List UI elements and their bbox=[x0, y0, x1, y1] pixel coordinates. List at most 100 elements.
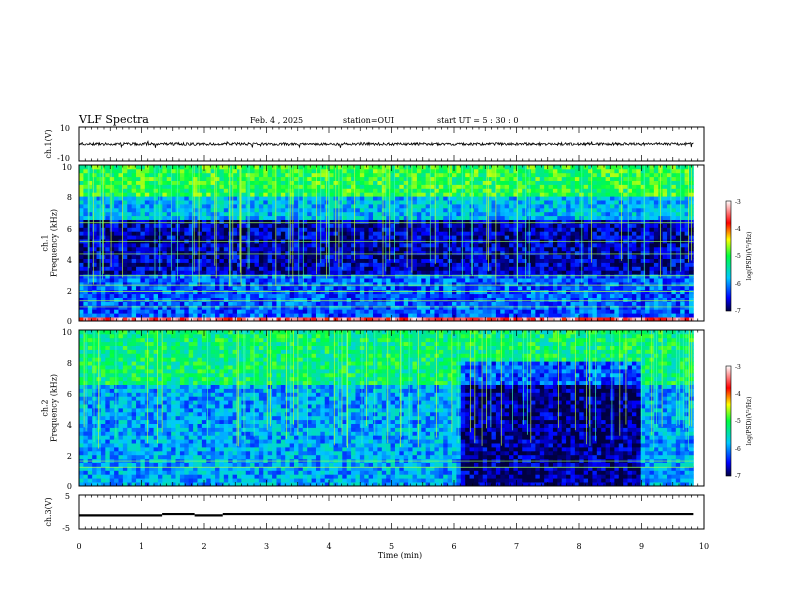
spectrogram-cell bbox=[122, 301, 128, 306]
spectrogram-cell bbox=[509, 250, 514, 256]
spectrogram-cell bbox=[355, 313, 361, 318]
spectrogram-cell bbox=[368, 313, 374, 318]
spectrogram-cell bbox=[438, 258, 444, 263]
spectrogram-cell bbox=[285, 215, 291, 220]
spectrogram-cell bbox=[473, 231, 479, 236]
spectrogram-cell bbox=[359, 176, 365, 181]
spectrogram-cell bbox=[267, 246, 273, 252]
spectrogram-cell bbox=[473, 227, 479, 232]
spectrogram-cell bbox=[394, 192, 400, 197]
spectrogram-cell bbox=[157, 285, 163, 291]
spectrogram-cell bbox=[294, 180, 299, 185]
spectrogram-cell bbox=[460, 309, 466, 314]
spectrogram-cell bbox=[346, 231, 352, 236]
spectrogram-cell bbox=[531, 231, 536, 236]
spectrogram-cell bbox=[136, 192, 141, 197]
spectrogram-cell bbox=[109, 309, 115, 314]
spectrogram-cell bbox=[136, 313, 141, 318]
spectrogram-cell bbox=[394, 250, 400, 256]
spectrogram-cell bbox=[557, 165, 563, 170]
spectrogram-cell bbox=[307, 223, 312, 228]
spectrogram-cell bbox=[122, 235, 128, 240]
spectrogram-cell bbox=[531, 246, 536, 252]
spectrogram-cell bbox=[368, 196, 374, 201]
spectrogram-cell bbox=[294, 305, 299, 310]
spectrogram-cell bbox=[504, 282, 510, 287]
spectrogram-cell bbox=[399, 262, 405, 267]
spectrogram-cell bbox=[109, 200, 115, 205]
spectrogram-cell bbox=[87, 172, 93, 178]
spectrogram-cell bbox=[386, 309, 391, 314]
spectrogram-cell bbox=[307, 176, 312, 181]
spectrogram-cell bbox=[346, 250, 352, 256]
spectrogram-cell bbox=[430, 192, 435, 197]
spectrogram-cell bbox=[561, 305, 567, 310]
spectrogram-cell bbox=[280, 243, 286, 248]
spectrogram-cell bbox=[87, 274, 93, 279]
spectrogram-cell bbox=[250, 235, 255, 240]
spectrogram-cell bbox=[416, 176, 422, 181]
spectrogram-cell bbox=[302, 282, 308, 287]
spectrogram-cell bbox=[495, 266, 501, 271]
spectrogram-cell bbox=[509, 258, 514, 263]
spectrogram-cell bbox=[144, 184, 150, 189]
spectrogram-cell bbox=[250, 231, 255, 236]
spectrogram-cell bbox=[403, 176, 409, 181]
spectrogram-cell bbox=[460, 165, 466, 170]
spectrogram-cell bbox=[452, 309, 457, 314]
spectrogram-cell bbox=[171, 246, 176, 252]
spectrogram-cell bbox=[460, 204, 466, 209]
spectrogram-cell bbox=[342, 313, 348, 318]
spectrogram-cell bbox=[175, 266, 181, 271]
spectrogram-cell bbox=[509, 227, 514, 232]
spectrogram-cell bbox=[188, 219, 194, 224]
spectrogram-cell bbox=[351, 196, 356, 201]
spectrogram-cell bbox=[276, 309, 282, 314]
spectrogram-cell bbox=[311, 219, 317, 224]
spectrogram-cell bbox=[294, 196, 299, 201]
spectrogram-cell bbox=[311, 172, 317, 178]
spectrogram-cell bbox=[364, 305, 370, 310]
spectrogram-cell bbox=[438, 204, 444, 209]
spectrogram-cell bbox=[258, 227, 264, 232]
spectrogram-cell bbox=[342, 180, 348, 185]
spectrogram-cell bbox=[96, 274, 102, 279]
spectrogram-cell bbox=[149, 192, 154, 197]
spectrogram-cell bbox=[324, 235, 330, 240]
spectrogram-cell bbox=[359, 317, 365, 322]
spectrogram-cell bbox=[438, 266, 444, 271]
spectrogram-cell bbox=[184, 180, 190, 185]
spectrogram-cell bbox=[122, 176, 128, 181]
spectrogram-cell bbox=[473, 215, 479, 220]
spectrogram-cell bbox=[258, 278, 264, 283]
spectrogram-cell bbox=[311, 176, 317, 181]
spectrogram-cell bbox=[456, 305, 462, 310]
spectrogram-cell bbox=[473, 165, 479, 170]
spectrogram-cell bbox=[359, 192, 365, 197]
spectrogram-cell bbox=[298, 282, 304, 287]
spectrogram-cell bbox=[421, 200, 427, 205]
spectrogram-cell bbox=[197, 313, 203, 318]
spectrogram-cell bbox=[79, 223, 84, 228]
spectrogram-cell bbox=[272, 196, 277, 201]
spectrogram-cell bbox=[425, 223, 431, 228]
spectrogram-cell bbox=[223, 301, 229, 306]
spectrogram-cell bbox=[566, 219, 571, 224]
spectrogram-cell bbox=[236, 270, 242, 275]
spectrogram-cell bbox=[364, 243, 370, 248]
spectrogram-cell bbox=[539, 172, 545, 178]
spectrogram-cell bbox=[219, 219, 225, 224]
spectrogram-cell bbox=[460, 176, 466, 181]
spectrogram-cell bbox=[127, 196, 133, 201]
spectrogram-cell bbox=[175, 270, 181, 275]
spectrogram-cell bbox=[289, 235, 295, 240]
spectrogram-cell bbox=[351, 165, 356, 170]
spectrogram-cell bbox=[491, 274, 497, 279]
spectrogram-cell bbox=[250, 278, 255, 283]
spectrogram-cell bbox=[566, 254, 571, 259]
spectrogram-cell bbox=[315, 200, 321, 205]
spectrogram-cell bbox=[166, 266, 172, 271]
spectrogram-cell bbox=[438, 313, 444, 318]
spectrogram-cell bbox=[390, 180, 396, 185]
spectrogram-cell bbox=[548, 274, 554, 279]
